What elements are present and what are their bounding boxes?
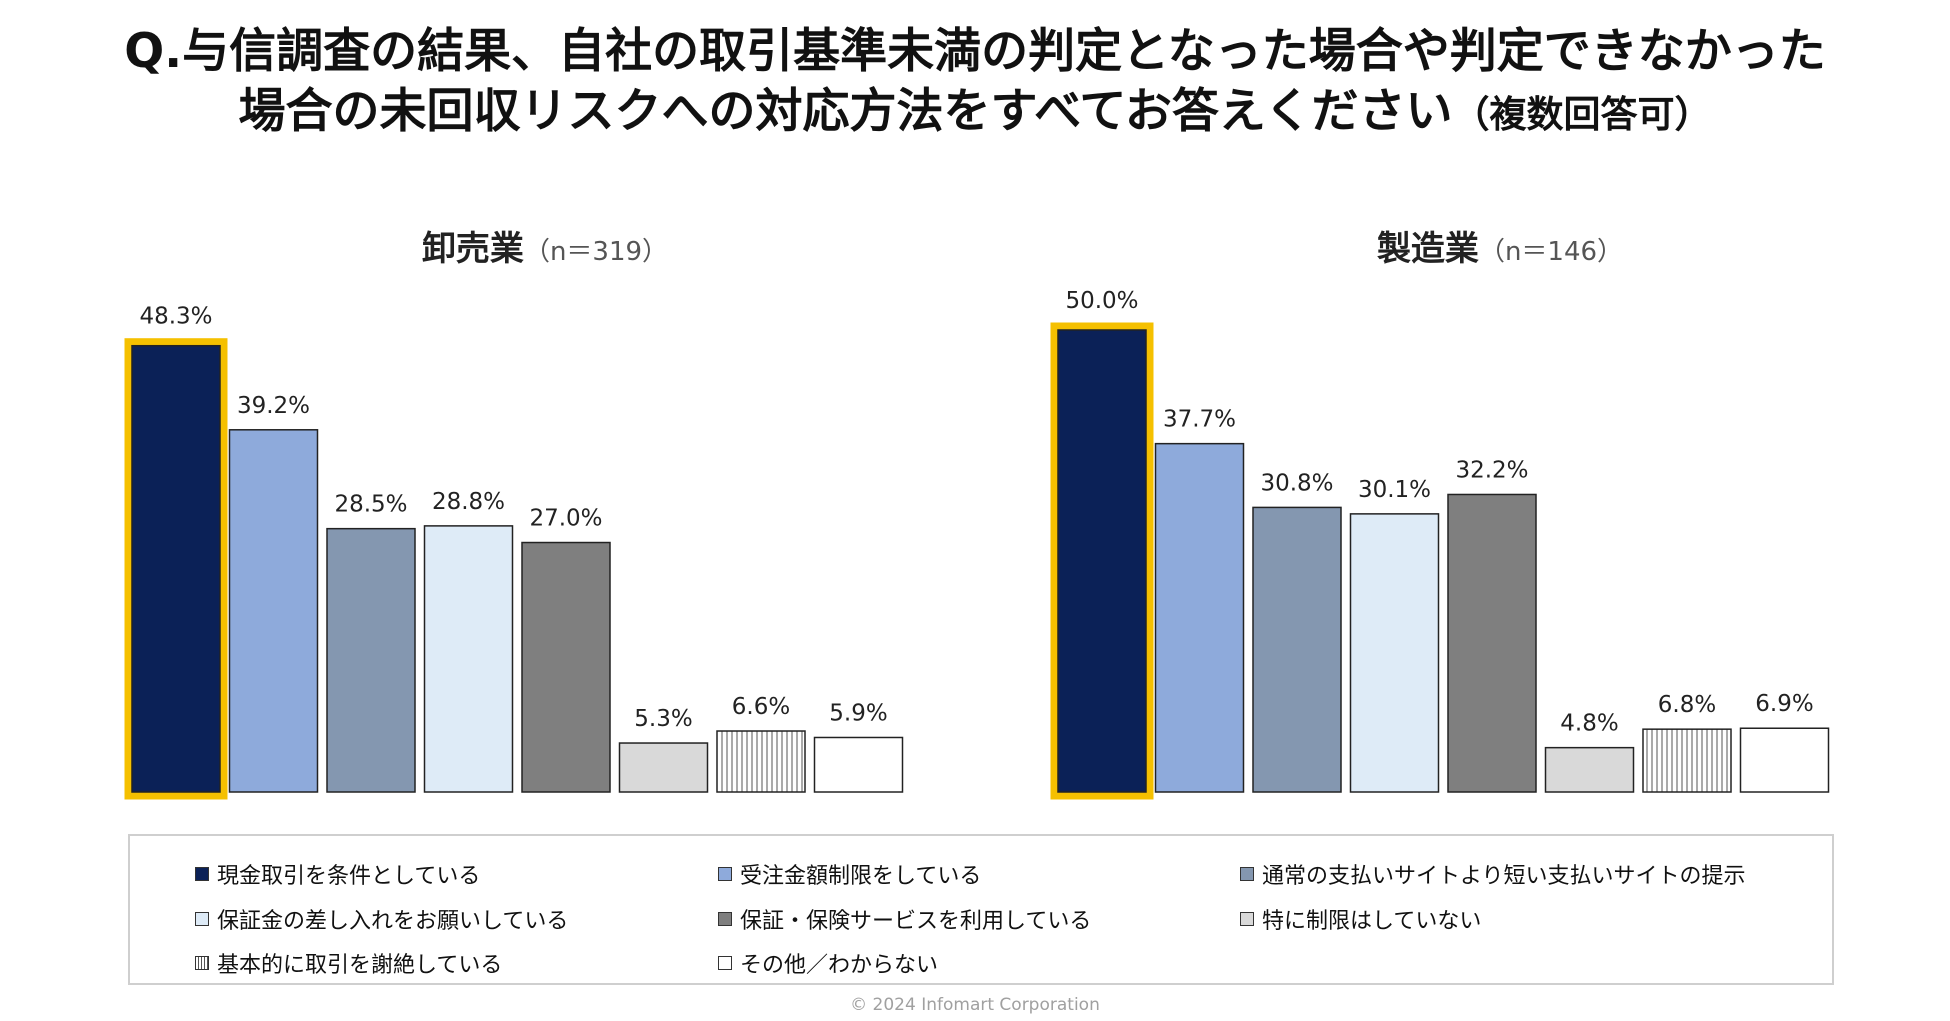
legend-item: 通常の支払いサイトより短い支払いサイトの提示 [1240,858,1746,890]
legend-item: 保証・保険サービスを利用している [718,903,1091,935]
legend-swatch [195,867,209,881]
bar [326,527,416,793]
data-label: 50.0% [1065,288,1138,314]
data-label: 39.2% [237,393,310,419]
bar [228,429,319,793]
bar [1642,728,1732,793]
data-label: 27.0% [529,506,602,532]
data-label: 28.8% [432,489,505,515]
data-label: 5.9% [829,700,887,726]
title-line-2-main: 場合の未回収リスクへの対応方法をすべてお答えください [238,84,1453,139]
legend-label: 保証金の差し入れをお願いしている [217,909,569,934]
legend-label: 現金取引を条件としている [217,864,481,889]
chart-1-title: 卸売業（n＝319） [422,229,668,269]
legend-item: 基本的に取引を謝絶している [195,947,502,979]
data-label: 32.2% [1455,457,1528,483]
legend-label: 基本的に取引を謝絶している [217,953,503,978]
bar [1349,513,1440,793]
data-label: 48.3% [139,304,212,330]
bar [1739,727,1830,793]
legend-swatch [1240,867,1254,881]
chart-1: 卸売業（n＝319） 48.3% 39.2% 28.5% 28.8% 27.0% 5.3% 6… [124,229,904,800]
chart-1-subtitle: （n＝319） [524,237,668,267]
bar-charts: 卸売業（n＝319） 48.3% 39.2% 28.5% 28.8% 27.0% 5.3% 6… [124,229,1830,800]
legend-label: その他／わからない [740,953,939,978]
legend-label: 通常の支払いサイトより短い支払いサイトの提示 [1262,864,1746,889]
legend-label: 受注金額制限をしている [740,864,982,889]
data-label: 30.8% [1260,470,1333,496]
legend-item: その他／わからない [718,947,938,979]
highlight-frame [124,338,228,800]
bar [1252,506,1342,793]
legend-swatch [195,956,209,970]
legend-swatch [718,956,732,970]
data-label: 4.8% [1560,711,1618,737]
legend-item: 現金取引を条件としている [195,858,480,890]
chart-title: Q.与信調査の結果、自社の取引基準未満の判定となった場合や判定できなかった 場合… [0,22,1950,145]
title-line-2-suffix: （複数回答可） [1452,93,1712,136]
bar [423,525,514,793]
legend-item: 特に制限はしていない [1240,903,1481,935]
legend-label: 保証・保険サービスを利用している [740,909,1092,934]
highlight-frame [1050,322,1154,800]
bar [618,742,709,793]
data-label: 28.5% [334,492,407,518]
legend-item: 受注金額制限をしている [718,858,981,890]
legend-label: 特に制限はしていない [1262,909,1482,934]
legend-swatch [718,867,732,881]
data-label: 6.6% [732,694,790,720]
bar [1057,329,1147,793]
legend-swatch [718,912,732,926]
chart-2-subtitle: （n＝146） [1479,237,1623,267]
title-line-1: Q.与信調査の結果、自社の取引基準未満の判定となった場合や判定できなかった [124,24,1826,79]
bar [716,730,806,793]
copyright: © 2024 Infomart Corporation [850,995,1100,1015]
legend: 現金取引を条件としている 受注金額制限をしている 通常の支払いサイトより短い支払いサ… [128,834,1834,985]
bar [1447,493,1537,793]
bar [813,736,904,793]
bar [1154,442,1245,793]
chart-1-title-main: 卸売業 [422,229,524,269]
data-label: 6.8% [1658,692,1716,718]
bar [131,344,221,793]
data-label: 5.3% [634,706,692,732]
chart-2-title: 製造業（n＝146） [1377,229,1623,269]
data-label: 37.7% [1163,407,1236,433]
data-label: 30.1% [1358,477,1431,503]
bar [521,541,611,793]
chart-2: 製造業（n＝146） 50.0% 37.7% 30.8% 30.1% 32.2% 4.8% 6… [1050,229,1830,800]
legend-swatch [195,912,209,926]
bar [1544,746,1635,793]
legend-item: 保証金の差し入れをお願いしている [195,903,568,935]
chart-2-title-main: 製造業 [1377,229,1479,269]
title-line-2: 場合の未回収リスクへの対応方法をすべてお答えください（複数回答可） [0,82,1950,145]
legend-swatch [1240,912,1254,926]
data-label: 6.9% [1755,691,1813,717]
